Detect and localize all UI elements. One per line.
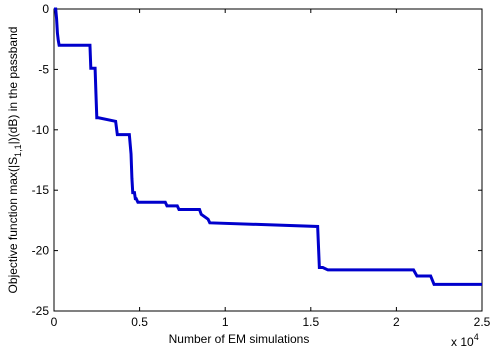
y-axis-label: Objective function max(|S1,1|)(dB) in th… [6, 27, 23, 294]
y-label-subscript: 1,1 [13, 144, 23, 157]
plot-area [53, 8, 483, 312]
y-tick-label: -20 [32, 244, 50, 258]
tick-labels: 0 0.5 1 1.5 2 2.5 0 -5 -10 -15 -20 -25 [32, 2, 491, 329]
x-axis-multiplier: x 104 [451, 332, 479, 349]
y-tick-label: -5 [38, 62, 49, 76]
x-multiplier-exponent: 4 [474, 332, 479, 342]
x-tick-label: 1 [222, 315, 229, 329]
y-tick-label: -10 [32, 123, 50, 137]
x-multiplier-base: x 10 [451, 335, 474, 349]
y-tick-label: 0 [42, 2, 49, 16]
y-label-suffix: |)(dB) in the passband [6, 27, 20, 145]
x-tick-label: 1.5 [302, 315, 319, 329]
x-axis-label: Number of EM simulations [169, 332, 310, 346]
x-tick-label: 2.5 [474, 315, 491, 329]
x-tick-label: 2 [393, 315, 400, 329]
x-tick-label: 0.5 [131, 315, 148, 329]
y-label-prefix: Objective function max(|S [6, 157, 20, 294]
x-tick-label: 0 [51, 315, 58, 329]
y-tick-label: -15 [32, 183, 50, 197]
series-line [54, 7, 482, 286]
y-tick-label: -25 [32, 304, 50, 318]
